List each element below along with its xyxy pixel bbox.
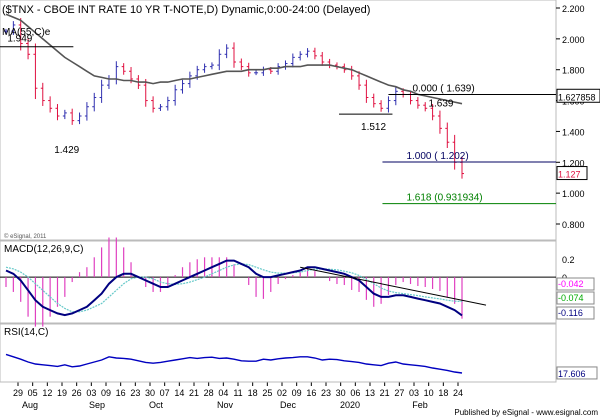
x-tick-label: 12	[42, 388, 52, 398]
price-layer: 2.2002.0001.8001.6001.4001.2001.0000.800…	[0, 4, 600, 230]
footer-text: Published by eSignal - www.esignal.com	[454, 408, 598, 417]
x-tick-label: 18	[438, 388, 448, 398]
fib-level-label: 1.618 (0.931934)	[406, 193, 482, 204]
macd-value-label: -0.074	[558, 293, 584, 303]
price-tick-label: 2.000	[562, 35, 585, 45]
month-label: Aug	[22, 400, 38, 410]
month-label: Oct	[149, 400, 164, 410]
price-tick-label: 2.200	[562, 4, 585, 14]
x-tick-label: 02	[277, 388, 287, 398]
x-tick-label: 25	[262, 388, 272, 398]
macd-tick-label: 0.2	[562, 255, 575, 265]
annotation-high: 1.949	[7, 34, 32, 45]
macd-layer: 00.2-0.042-0.074-0.116	[0, 237, 595, 327]
x-tick-label: 19	[57, 388, 67, 398]
annotation-jan-low: 1.512	[361, 122, 386, 133]
macd-value-box	[556, 277, 595, 291]
macd-value-box	[556, 306, 595, 320]
macd-label: MACD(12,26,9,C)	[4, 244, 83, 255]
x-axis: 29 05 12 19 26 03 09 16 23 30 07 14 21 28 04 11 18 25 02 09…	[0, 381, 556, 410]
rsi-label: RSI(14,C)	[4, 327, 48, 338]
rsi-value-label: 17.606	[558, 369, 586, 379]
x-tick-label: 06	[350, 388, 360, 398]
annotation-1639: 1.639	[428, 99, 453, 110]
macd-value-label: -0.116	[558, 308, 583, 318]
x-tick-label: 29	[13, 388, 23, 398]
price-tick-label: 1.000	[562, 189, 585, 199]
last-price-label: 1.127	[558, 170, 581, 180]
ma55-line	[5, 13, 463, 105]
x-tick-label: 04	[218, 388, 228, 398]
macd-line	[5, 259, 463, 317]
price-panel	[0, 0, 557, 241]
month-label: Nov	[217, 400, 234, 410]
macd-value-box	[556, 291, 595, 305]
x-tick-label: 03	[409, 388, 419, 398]
x-tick-label: 24	[453, 388, 463, 398]
x-tick-label: 05	[28, 388, 38, 398]
annotation-low: 1.429	[54, 145, 79, 156]
x-tick-label: 18	[248, 388, 258, 398]
x-tick-label: 09	[292, 388, 302, 398]
price-tick-label: 0.800	[562, 220, 585, 230]
macd-trendline	[300, 266, 487, 306]
fib-level-label: 0.000 ( 1.639)	[412, 84, 474, 95]
x-tick-label: 28	[204, 388, 214, 398]
month-label: Sep	[89, 400, 105, 410]
price-tick-label: 1.400	[562, 127, 585, 137]
marker-price-label: 1.627858	[558, 92, 596, 102]
x-tick-label: 27	[394, 388, 404, 398]
month-label: 2020	[340, 400, 360, 410]
x-tick-label: 03	[86, 388, 96, 398]
x-tick-label: 10	[424, 388, 434, 398]
copyright-text: © eSignal, 2011	[4, 233, 47, 240]
fib-level-label: 1.000 ( 1.202)	[406, 151, 468, 162]
rsi-line	[5, 353, 463, 374]
x-tick-label: 23	[130, 388, 140, 398]
x-tick-label: 16	[306, 388, 316, 398]
price-tick-label: 1.200	[562, 158, 585, 168]
macd-signal-line	[5, 263, 463, 313]
macd-value-label: -0.042	[558, 279, 584, 289]
x-tick-label: 16	[116, 388, 126, 398]
x-tick-label: 13	[365, 388, 375, 398]
marker-price-box	[556, 88, 600, 103]
x-tick-label: 21	[189, 388, 199, 398]
rsi-layer: 17.606	[5, 353, 598, 380]
x-tick-label: 09	[101, 388, 111, 398]
rsi-value-box	[556, 366, 598, 380]
month-label: Dec	[280, 400, 297, 410]
x-tick-label: 07	[160, 388, 170, 398]
x-tick-label: 14	[174, 388, 184, 398]
x-tick-label: 30	[336, 388, 346, 398]
chart-title: ($TNX - CBOE INT RATE 10 YR T-NOTE,D) Dy…	[2, 4, 370, 16]
month-label: Feb	[412, 400, 428, 410]
x-tick-label: 21	[380, 388, 390, 398]
x-tick-label: 23	[321, 388, 331, 398]
last-price-box	[556, 166, 588, 181]
rsi-panel	[0, 323, 557, 383]
price-tick-label: 1.800	[562, 66, 585, 76]
ma-label: MA(55,C)e	[2, 27, 51, 38]
x-tick-label: 11	[233, 388, 242, 398]
x-tick-label: 30	[145, 388, 155, 398]
x-tick-label: 26	[72, 388, 82, 398]
